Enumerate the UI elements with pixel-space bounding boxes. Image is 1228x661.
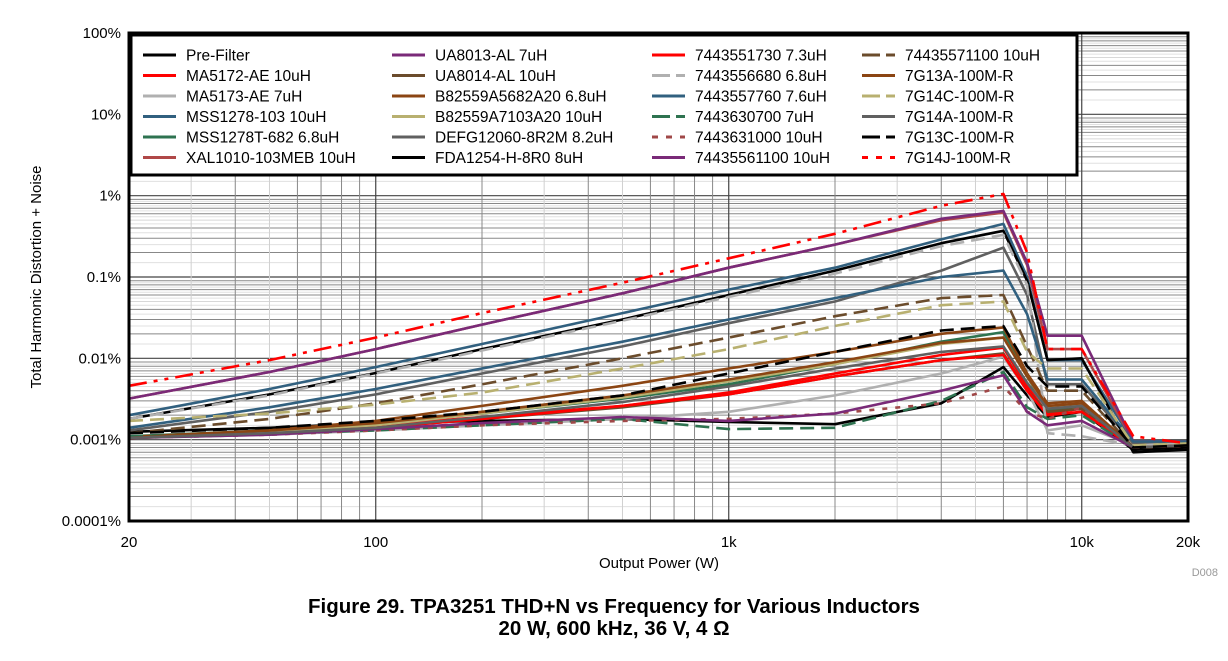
figure-caption-conditions: 20 W, 600 kHz, 36 V, 4 Ω <box>498 617 730 640</box>
series-line-21 <box>128 300 1189 447</box>
series-line-22 <box>128 345 1189 449</box>
legend-label: 7G14J-100M-R <box>905 150 1011 167</box>
x-tick-label: 10k <box>1070 534 1095 551</box>
legend-label: 7443630700 7uH <box>695 109 814 126</box>
legend-label: Pre-Filter <box>186 48 250 65</box>
x-tick-label: 1k <box>721 534 737 551</box>
legend-label: B82559A7103A20 10uH <box>435 109 602 126</box>
legend: Pre-Filter MA5172-AE 10uH MA5173-AE 7uH MSS… <box>129 33 1079 177</box>
legend-label: 74435561100 10uH <box>695 150 830 167</box>
legend-label: 7443631000 10uH <box>695 130 823 147</box>
series-line-15 <box>128 269 1188 443</box>
series-line-17 <box>128 385 1189 449</box>
series-layer <box>128 192 1189 454</box>
legend-label: MA5173-AE 7uH <box>186 89 302 106</box>
series-line-7 <box>128 209 1188 443</box>
legend-label: XAL1010-103MEB 10uH <box>186 150 356 167</box>
series-line-10 <box>128 336 1189 449</box>
y-tick-label: 100% <box>83 25 121 42</box>
thd-chart: Pre-Filter MA5172-AE 10uH MA5173-AE 7uH MSS… <box>28 25 1218 579</box>
series-line-19 <box>128 293 1189 449</box>
legend-label: 74435571100 10uH <box>905 48 1040 65</box>
y-tick-label: 10% <box>91 106 121 123</box>
x-tick-labels: 20 100 1k 10k 20k <box>121 534 1201 551</box>
legend-box <box>129 33 1079 177</box>
figure-caption-title: Figure 29. TPA3251 THD+N vs Frequency fo… <box>308 595 920 618</box>
y-tick-labels: 100% 10% 1% 0.1% 0.01% 0.001% 0.0001% <box>62 25 121 530</box>
figure-code: D008 <box>1192 567 1218 579</box>
legend-label: MSS1278T-682 6.8uH <box>186 130 339 147</box>
legend-label: DEFG12060-8R2M 8.2uH <box>435 130 613 147</box>
x-tick-label: 100 <box>363 534 388 551</box>
legend-label: 7G13C-100M-R <box>905 130 1014 147</box>
y-tick-label: 0.1% <box>87 269 121 286</box>
y-tick-label: 1% <box>99 188 121 205</box>
y-tick-label: 0.01% <box>78 350 121 367</box>
legend-label: UA8014-AL 10uH <box>435 68 556 85</box>
legend-label: 7443551730 7.3uH <box>695 48 827 65</box>
x-axis-label: Output Power (W) <box>599 555 719 572</box>
y-tick-label: 0.0001% <box>62 513 121 530</box>
legend-label: MSS1278-103 10uH <box>186 109 326 126</box>
legend-label: 7443557760 7.6uH <box>695 89 827 106</box>
legend-label: MA5172-AE 10uH <box>186 68 311 85</box>
legend-label: UA8013-AL 7uH <box>435 48 547 65</box>
legend-label: 7G13A-100M-R <box>905 68 1014 85</box>
series-line-23 <box>128 324 1189 449</box>
series-line-24 <box>128 192 1189 445</box>
legend-label: 7G14A-100M-R <box>905 109 1014 126</box>
series-line-12 <box>128 229 1189 454</box>
series-line-4 <box>128 222 1188 443</box>
series-line-18 <box>128 373 1189 449</box>
x-tick-label: 20k <box>1176 534 1201 551</box>
series-line-20 <box>128 336 1189 449</box>
y-axis-label: Total Harmonic Distortion + Noise <box>28 165 45 388</box>
legend-label: 7443556680 6.8uH <box>695 68 827 85</box>
x-tick-label: 20 <box>121 534 138 551</box>
legend-label: FDA1254-H-8R0 8uH <box>435 150 583 167</box>
y-tick-label: 0.001% <box>70 432 121 449</box>
legend-label: B82559A5682A20 6.8uH <box>435 89 607 106</box>
series-line-11 <box>128 246 1188 445</box>
legend-label: 7G14C-100M-R <box>905 89 1014 106</box>
plot-frame <box>127 31 1190 523</box>
